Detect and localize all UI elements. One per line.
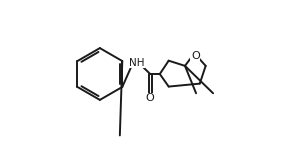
Text: O: O [191,50,200,61]
Text: O: O [146,93,155,103]
Text: NH: NH [129,58,145,68]
